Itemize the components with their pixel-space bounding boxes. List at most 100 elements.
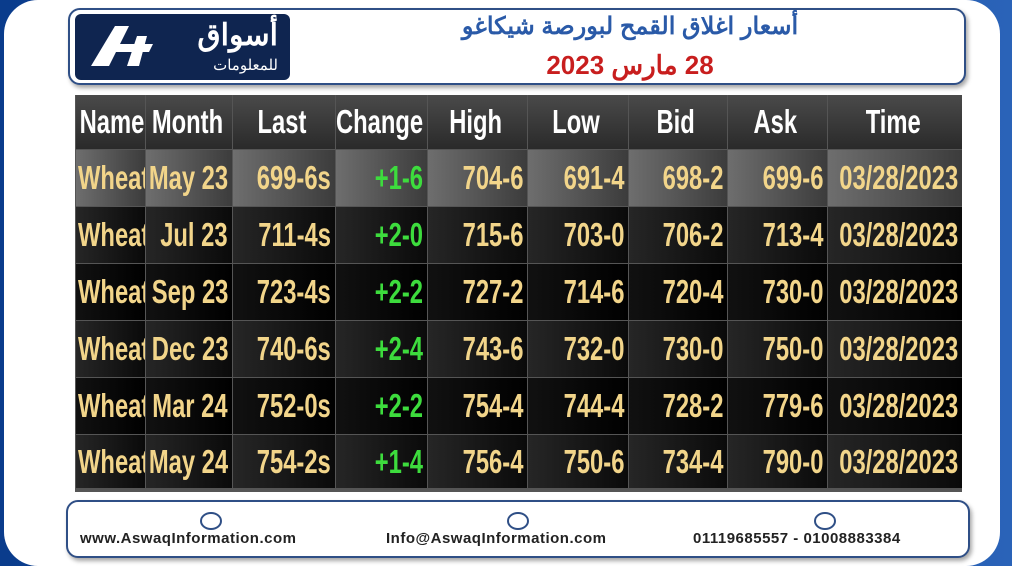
table-cell: Wheat — [76, 378, 145, 434]
table-cell: 711-4s — [233, 207, 335, 263]
cell-text: 790-0 — [762, 442, 823, 480]
cell-text: 03/28/2023 — [839, 216, 958, 253]
table-cell: Sep 23 — [146, 264, 232, 320]
table-cell: Mar 24 — [146, 378, 232, 434]
cell-text: Jul 23 — [160, 216, 228, 253]
cell-text: 715-6 — [462, 216, 523, 253]
table-cell: 03/28/2023 — [828, 207, 962, 263]
change-cell: +2-2 — [336, 378, 427, 434]
change-cell: +2-2 — [336, 264, 427, 320]
cell-text: +2-4 — [374, 330, 423, 367]
cell-text: Change — [336, 103, 424, 140]
cell-text: Sep 23 — [151, 273, 228, 310]
cell-text: Time — [865, 103, 921, 140]
table-cell: 723-4s — [233, 264, 335, 320]
cell-text: 699-6s — [257, 159, 331, 196]
cell-text: 750-0 — [762, 330, 823, 367]
cell-text: 732-0 — [563, 330, 624, 367]
cell-text: 752-0s — [257, 387, 331, 424]
cell-text: 706-2 — [662, 216, 723, 253]
table-cell: Wheat — [76, 264, 145, 320]
table-cell: Dec 23 — [146, 321, 232, 377]
cell-text: Wheat — [78, 216, 145, 253]
cell-text: Wheat — [78, 330, 145, 367]
cell-text: 754-4 — [462, 387, 523, 424]
change-cell: +1-6 — [336, 150, 427, 206]
table-cell: 699-6s — [233, 150, 335, 206]
table-cell: 03/28/2023 — [828, 435, 962, 488]
table-cell: 706-2 — [629, 207, 727, 263]
cell-text: 743-6 — [462, 330, 523, 367]
table-cell: Wheat — [76, 435, 145, 488]
cell-text: 698-2 — [662, 159, 723, 196]
change-cell: +2-4 — [336, 321, 427, 377]
cell-text: Last — [257, 103, 307, 140]
table-cell: 756-4 — [428, 435, 527, 488]
column-header: Ask — [728, 95, 827, 149]
cell-text: +2-2 — [374, 273, 423, 310]
cell-text: 728-2 — [662, 387, 723, 424]
table-cell: 713-4 — [728, 207, 827, 263]
table-cell: Jul 23 — [146, 207, 232, 263]
cell-text: 03/28/2023 — [839, 442, 958, 480]
table-cell: 790-0 — [728, 435, 827, 488]
column-header: Change — [336, 95, 427, 149]
table-cell: 754-2s — [233, 435, 335, 488]
cell-text: May 23 — [148, 159, 228, 196]
table-cell: 734-4 — [629, 435, 727, 488]
table-cell: 779-6 — [728, 378, 827, 434]
cell-text: 754-2s — [257, 442, 331, 480]
website: www.AswaqInformation.com — [80, 530, 297, 547]
table-cell: 732-0 — [528, 321, 628, 377]
column-header: Bid — [629, 95, 727, 149]
table-cell: May 23 — [146, 150, 232, 206]
column-header: Name — [76, 95, 145, 149]
cell-text: Bid — [656, 103, 696, 140]
cell-text: 699-6 — [762, 159, 823, 196]
cell-text: +1-6 — [374, 159, 423, 196]
cell-text: Ask — [753, 103, 798, 140]
cell-text: Low — [552, 103, 600, 140]
table-cell: 691-4 — [528, 150, 628, 206]
cell-text: +2-2 — [374, 387, 423, 424]
cell-text: Dec 23 — [151, 330, 228, 367]
cell-text: High — [449, 103, 502, 140]
cell-text: 714-6 — [563, 273, 624, 310]
cell-text: 03/28/2023 — [839, 387, 958, 424]
cell-text: 727-2 — [462, 273, 523, 310]
cell-text: 730-0 — [762, 273, 823, 310]
table-cell: 750-0 — [728, 321, 827, 377]
table-cell: 714-6 — [528, 264, 628, 320]
column-header: Month — [146, 95, 232, 149]
cell-text: 744-4 — [563, 387, 624, 424]
cell-text: 756-4 — [462, 442, 523, 480]
cell-text: Month — [151, 103, 223, 140]
date: 28 مارس 2023 — [546, 50, 714, 80]
cell-text: 03/28/2023 — [839, 330, 958, 367]
cell-text: 703-0 — [563, 216, 624, 253]
cell-text: 730-0 — [662, 330, 723, 367]
table-cell: 703-0 — [528, 207, 628, 263]
table-cell: 715-6 — [428, 207, 527, 263]
change-cell: +1-4 — [336, 435, 427, 488]
logo-main: أسواق — [197, 19, 278, 52]
table-cell: 752-0s — [233, 378, 335, 434]
table-cell: 03/28/2023 — [828, 264, 962, 320]
logo-icon — [91, 26, 153, 66]
column-header: Last — [233, 95, 335, 149]
table-cell: 03/28/2023 — [828, 321, 962, 377]
prices-table: Name Month Last Change High Low Bid Ask Time Whea… — [75, 95, 962, 492]
cell-text: Name — [79, 103, 144, 140]
table-cell: 743-6 — [428, 321, 527, 377]
cell-text: 740-6s — [257, 330, 331, 367]
cell-text: Wheat — [78, 273, 145, 310]
cell-text: +2-0 — [374, 216, 423, 253]
column-header: Low — [528, 95, 628, 149]
cell-text: 734-4 — [662, 442, 723, 480]
cell-text: +1-4 — [374, 442, 423, 480]
table-cell: 03/28/2023 — [828, 378, 962, 434]
cell-text: Mar 24 — [152, 387, 228, 424]
table-cell: 740-6s — [233, 321, 335, 377]
cell-text: 713-4 — [762, 216, 823, 253]
